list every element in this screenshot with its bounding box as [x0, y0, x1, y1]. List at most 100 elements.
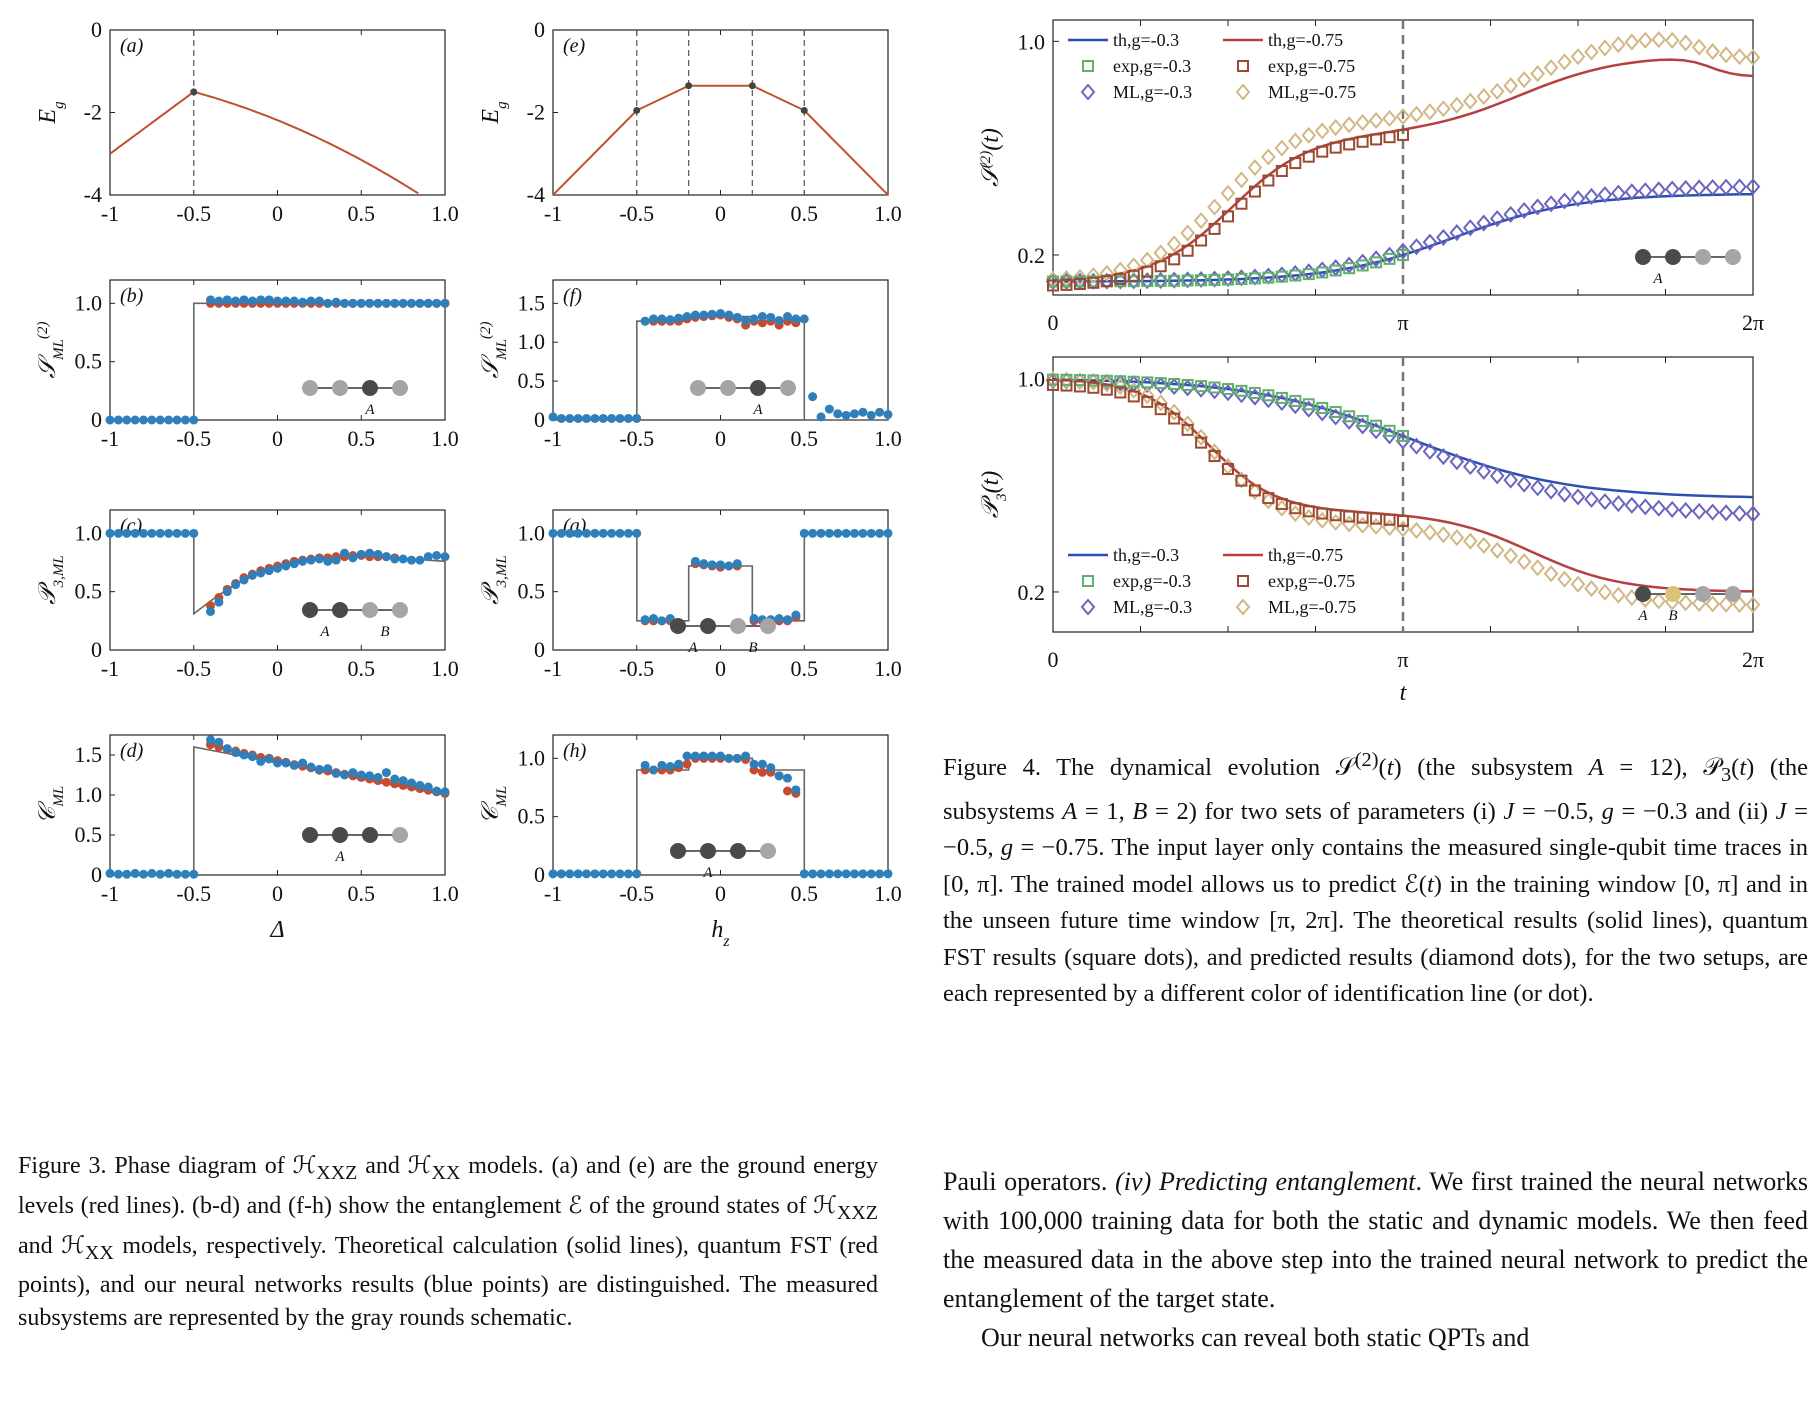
ml-diamond-g-0.75 — [1570, 575, 1586, 593]
panel-label: (b) — [120, 285, 144, 307]
ml-diamond-g-0.3 — [1705, 178, 1720, 197]
legend-label-top-1: th,g=-0.75 — [1268, 30, 1343, 50]
ml-point — [356, 770, 366, 780]
ml-point — [122, 869, 132, 879]
exp-square-g-0.75 — [1316, 507, 1329, 520]
legend-diamond-swatch — [1080, 83, 1096, 101]
ml-diamond-g-0.3 — [1651, 499, 1667, 517]
ml-point — [766, 312, 776, 322]
exp-square-g-0.3 — [1235, 272, 1248, 285]
x-tick-label: -0.5 — [619, 881, 654, 906]
exp-square-g-0.3 — [1248, 272, 1261, 285]
ml-point — [273, 563, 282, 573]
ml-point — [281, 296, 291, 306]
ml-point — [875, 869, 885, 879]
y-tick-label: 0.5 — [518, 368, 546, 393]
ml-point — [607, 528, 617, 538]
ml-diamond-g-0.3 — [1624, 183, 1640, 201]
x-tick-label: -0.5 — [619, 656, 654, 681]
exp-square-g-0.3 — [1329, 264, 1342, 277]
schematic-qubit — [1695, 586, 1711, 602]
schematic-qubit — [302, 380, 318, 396]
exp-square-g-0.3 — [1356, 414, 1369, 427]
ml-point — [791, 610, 801, 620]
ml-point — [866, 528, 876, 538]
exp-square-g-0.3 — [1316, 266, 1329, 279]
exp-square-g-0.3 — [1396, 248, 1409, 261]
ml-point — [749, 314, 759, 324]
exp-square-g-0.75 — [1168, 412, 1181, 425]
legend-square-swatch — [1082, 60, 1094, 72]
ml-diamond-g-0.3 — [1530, 479, 1545, 497]
ml-point — [623, 528, 633, 538]
exp-square-g-0.3 — [1141, 376, 1154, 389]
exp-square-g-0.75 — [1100, 275, 1113, 288]
plot-frame — [552, 29, 889, 196]
plot-frame — [109, 734, 446, 876]
ml-point — [206, 735, 215, 745]
y-tick-label: 0 — [91, 637, 102, 662]
subsystem-schematic: A — [690, 380, 796, 418]
subsystem-schematic: A — [1635, 249, 1741, 287]
exp-square-g-0.75 — [1248, 185, 1261, 198]
plot-frame — [552, 279, 889, 421]
y-tick-label: 0.5 — [518, 804, 546, 829]
ml-diamond-g-0.3 — [1462, 458, 1478, 476]
y-tick-label: 0 — [534, 17, 545, 42]
ml-point — [323, 764, 333, 774]
ml-point — [423, 298, 433, 308]
x-tick-label: 0 — [272, 881, 283, 906]
ml-point — [155, 415, 165, 425]
exp-square-g-0.3 — [1289, 269, 1302, 282]
ml-diamond-g-0.75 — [1139, 387, 1155, 405]
ml-diamond-g-0.3 — [1543, 482, 1559, 500]
x-tick-label: -1 — [544, 426, 562, 451]
ml-point — [808, 528, 818, 538]
schematic-qubit — [1725, 586, 1741, 602]
ml-point — [264, 754, 274, 764]
ml-point — [214, 597, 224, 607]
ml-point — [281, 758, 291, 768]
y-axis-label: 𝒞ML — [35, 786, 67, 824]
exp-square-g-0.75 — [1141, 395, 1154, 408]
legend-label-bottom-3: exp,g=-0.75 — [1268, 571, 1355, 591]
y-tick-label: 1.0 — [518, 329, 546, 354]
ml-point — [314, 296, 324, 306]
ml-point — [440, 298, 450, 308]
ml-point — [590, 413, 600, 423]
schematic-qubit — [750, 380, 766, 396]
ml-diamond-g-0.75 — [1503, 547, 1519, 565]
ml-diamond-g-0.3 — [1489, 210, 1505, 228]
x-tick-label: -1 — [544, 656, 562, 681]
schematic-qubit — [1635, 586, 1651, 602]
fig3-panel-c: -1 -0.5 0 0.5 1.000.51.0 (c)𝒫3,MLA B — [35, 509, 459, 681]
ml-diamond-g-0.75 — [1449, 529, 1465, 547]
ml-diamond-g-0.75 — [1180, 224, 1195, 242]
ml-diamond-g-0.75 — [1597, 583, 1613, 601]
ml-point — [348, 553, 358, 563]
ml-point — [741, 751, 751, 761]
exp-square-g-0.3 — [1100, 374, 1113, 387]
ml-point — [598, 869, 608, 879]
ml-point — [398, 554, 408, 564]
fig4-x-axis-label: t — [1400, 680, 1408, 706]
ml-diamond-g-0.75 — [1099, 264, 1115, 282]
ml-point — [415, 555, 425, 565]
exp-square-g-0.75 — [1356, 135, 1369, 148]
schematic-qubit — [392, 602, 408, 618]
ml-point — [640, 615, 650, 625]
fst-point — [757, 767, 767, 777]
ml-diamond-g-0.75 — [1718, 595, 1734, 613]
fst-point — [783, 786, 792, 796]
exp-square-g-0.75 — [1047, 378, 1059, 391]
exp-square-g-0.3 — [1114, 375, 1127, 388]
ml-point — [674, 313, 684, 323]
ml-diamond-g-0.75 — [1557, 53, 1572, 71]
y-tick-label: 0.5 — [75, 349, 103, 374]
ml-diamond-g-0.75 — [1503, 77, 1519, 95]
ml-point — [858, 869, 868, 879]
ml-point — [164, 528, 174, 538]
ml-point — [298, 297, 308, 307]
exp-square-g-0.75 — [1060, 379, 1073, 392]
